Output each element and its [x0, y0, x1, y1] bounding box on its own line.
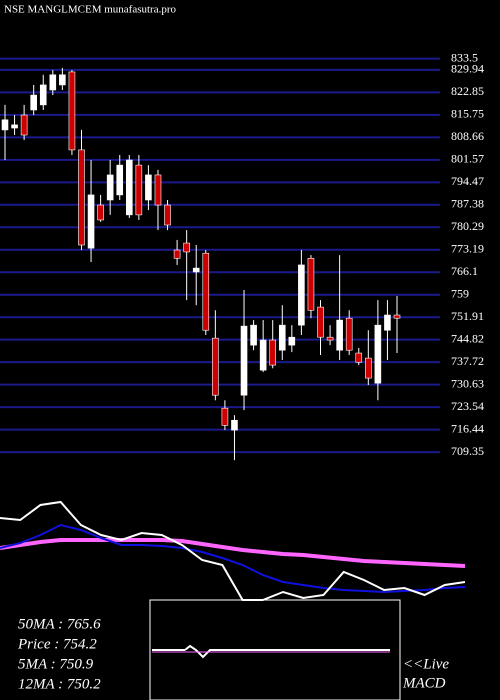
candle-body — [39, 84, 47, 106]
candle-body — [393, 314, 401, 319]
candle-body — [202, 252, 210, 331]
y-tick-label: 829.94 — [451, 62, 484, 76]
y-tick-label: 744.82 — [451, 331, 484, 345]
candle-body — [269, 339, 277, 366]
y-tick-label: 716.44 — [451, 421, 484, 435]
candle-body — [116, 164, 124, 196]
candle-body — [317, 306, 324, 338]
candle-body — [183, 242, 190, 253]
candle-body — [78, 149, 85, 246]
candle-body — [355, 352, 363, 363]
candle-body — [298, 264, 305, 326]
ma-line — [0, 500, 466, 601]
candle-body — [59, 74, 66, 86]
candle-body — [307, 257, 315, 311]
candle-body — [384, 314, 391, 331]
y-tick-label: 794.47 — [451, 174, 484, 188]
candle-body — [345, 317, 353, 351]
candle-body — [221, 407, 229, 426]
macd-line — [184, 644, 390, 659]
y-tick-label: 801.57 — [451, 152, 484, 166]
candle-body — [125, 159, 133, 216]
candle-body — [278, 324, 286, 351]
candle-body — [288, 336, 296, 346]
candle-body — [49, 74, 57, 91]
candle-body — [106, 174, 114, 201]
indicator-label: 5MA : 750.9 — [18, 656, 94, 672]
indicator-label: Price : 754.2 — [17, 636, 97, 652]
candle-body — [365, 357, 372, 379]
live-label: <<Live — [403, 656, 449, 672]
candle-body — [68, 71, 76, 151]
y-tick-label: 773.19 — [451, 242, 484, 256]
y-tick-label: 759 — [451, 286, 469, 300]
y-tick-label: 751.91 — [451, 309, 484, 323]
y-tick-label: 723.54 — [451, 399, 484, 413]
ma-line — [0, 538, 466, 568]
macd-label: MACD — [402, 675, 446, 691]
candle-body — [145, 174, 152, 201]
candle-body — [20, 114, 28, 136]
candle-body — [173, 249, 181, 259]
candle-body — [212, 337, 219, 396]
candle-body — [87, 194, 95, 249]
candle-body — [11, 124, 18, 129]
indicator-label: 12MA : 750.2 — [18, 676, 101, 692]
candle-body — [1, 119, 9, 131]
y-tick-label: 766.1 — [451, 264, 478, 278]
y-tick-label: 780.29 — [451, 219, 484, 233]
candle-body — [240, 325, 248, 396]
chart-title: NSE MANGLMCEM munafasutra.pro — [4, 4, 177, 16]
y-tick-label: 808.66 — [451, 129, 484, 143]
candle-body — [250, 324, 257, 346]
y-tick-label: 815.75 — [451, 107, 484, 121]
candle-body — [135, 164, 143, 216]
y-tick-label: 737.72 — [451, 354, 484, 368]
y-tick-label: 709.35 — [451, 444, 484, 458]
y-tick-label: 787.38 — [451, 197, 484, 211]
candle-body — [326, 336, 334, 341]
candle-body — [164, 204, 171, 226]
candle-body — [259, 339, 267, 371]
candle-body — [374, 324, 382, 384]
candle-body — [192, 267, 200, 273]
candle-body — [30, 94, 37, 111]
candle-body — [336, 319, 343, 351]
y-tick-label: 833.5 — [451, 50, 478, 64]
ma-line — [0, 523, 466, 594]
y-tick-label: 822.85 — [451, 84, 484, 98]
candle-body — [154, 174, 162, 206]
y-tick-label: 730.63 — [451, 376, 484, 390]
candle-body — [97, 204, 104, 221]
indicator-label: 50MA : 765.6 — [18, 616, 101, 632]
candle-body — [231, 419, 238, 431]
